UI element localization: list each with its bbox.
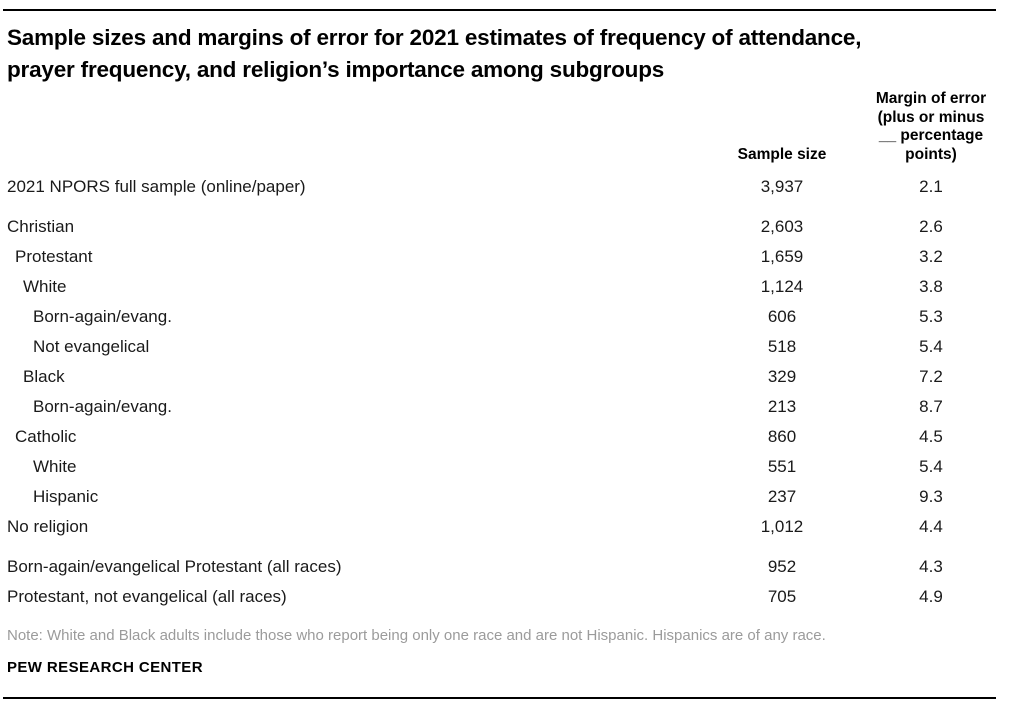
margin-of-error-column-header: Margin of error (plus or minus __ percen… [861, 90, 1001, 164]
title-line-1: Sample sizes and margins of error for 20… [7, 25, 862, 50]
sample-size-column-header: Sample size [737, 145, 827, 163]
sample-size-value: 237 [767, 487, 797, 506]
table-row: Not evangelical 518 5.4 [0, 332, 1023, 362]
margin-of-error-value: 3.8 [919, 277, 943, 296]
row-label: Protestant, not evangelical (all races) [7, 587, 287, 606]
margin-header-line-1: Margin of error [875, 90, 987, 107]
margin-of-error-value: 5.4 [919, 457, 943, 476]
table-row: Hispanic 237 9.3 [0, 482, 1023, 512]
margin-of-error-value: 4.9 [919, 587, 943, 606]
sample-size-value: 518 [767, 337, 797, 356]
row-label: Born-again/evang. [33, 307, 172, 326]
sample-size-value: 1,659 [760, 247, 804, 266]
table-row: Born-again/evang. 606 5.3 [0, 302, 1023, 332]
margin-of-error-value: 2.6 [919, 217, 943, 236]
footnote: Note: White and Black adults include tho… [7, 627, 826, 644]
report-table-figure: Sample sizes and margins of error for 20… [0, 11, 1023, 676]
margin-of-error-value: 4.5 [919, 427, 943, 446]
margin-of-error-value: 8.7 [919, 397, 943, 416]
sample-size-value: 606 [767, 307, 797, 326]
table-header-row: Sample size Margin of error (plus or min… [0, 90, 1023, 164]
margin-of-error-value: 9.3 [919, 487, 943, 506]
margin-of-error-value: 2.1 [919, 177, 943, 196]
sample-size-value: 1,012 [760, 517, 804, 536]
table-row: White 1,124 3.8 [0, 272, 1023, 302]
margin-of-error-value: 3.2 [919, 247, 943, 266]
table-row: Black 329 7.2 [0, 362, 1023, 392]
row-label: Christian [7, 217, 75, 236]
sample-size-value: 329 [767, 367, 797, 386]
sample-size-value: 1,124 [760, 277, 804, 296]
row-label: Black [23, 367, 65, 386]
title-line-2: prayer frequency, and religion’s importa… [7, 57, 665, 82]
top-rule [3, 9, 996, 11]
page-title: Sample sizes and margins of error for 20… [0, 11, 1023, 86]
row-label: White [33, 457, 77, 476]
row-label: Protestant [15, 247, 93, 266]
table-body: 2021 NPORS full sample (online/paper) 3,… [0, 172, 1023, 612]
margin-of-error-value: 4.3 [919, 557, 943, 576]
bottom-rule [3, 697, 996, 699]
margin-of-error-value: 7.2 [919, 367, 943, 386]
sample-size-value: 213 [767, 397, 797, 416]
table-row: 2021 NPORS full sample (online/paper) 3,… [0, 172, 1023, 202]
table-row: Christian 2,603 2.6 [0, 212, 1023, 242]
table-row: Born-again/evang. 213 8.7 [0, 392, 1023, 422]
sample-size-value: 551 [767, 457, 797, 476]
margin-header-line-2: (plus or minus [877, 108, 985, 126]
row-label: Not evangelical [33, 337, 150, 356]
table-row: No religion 1,012 4.4 [0, 512, 1023, 542]
source-attribution: PEW RESEARCH CENTER [7, 659, 203, 676]
row-label: 2021 NPORS full sample (online/paper) [7, 177, 306, 196]
row-label: Born-again/evangelical Protestant (all r… [7, 557, 342, 576]
table-row: Born-again/evangelical Protestant (all r… [0, 552, 1023, 582]
row-label: Catholic [15, 427, 77, 446]
table-row: Catholic 860 4.5 [0, 422, 1023, 452]
margin-of-error-value: 4.4 [919, 517, 943, 536]
margin-header-line-3: __ percentage [878, 127, 984, 144]
sample-size-value: 860 [767, 427, 797, 446]
sample-size-value: 2,603 [760, 217, 804, 236]
row-label: No religion [7, 517, 89, 536]
sample-size-value: 3,937 [760, 177, 804, 196]
row-label: Born-again/evang. [33, 397, 172, 416]
table-row: Protestant, not evangelical (all races) … [0, 582, 1023, 612]
table-row: Protestant 1,659 3.2 [0, 242, 1023, 272]
sample-size-value: 705 [767, 587, 797, 606]
row-label: Hispanic [33, 487, 99, 506]
table-row: White 551 5.4 [0, 452, 1023, 482]
row-label: White [23, 277, 67, 296]
sample-size-value: 952 [767, 557, 797, 576]
margin-header-line-4: points) [905, 145, 957, 163]
margin-of-error-value: 5.3 [919, 307, 943, 326]
margin-of-error-value: 5.4 [919, 337, 943, 356]
